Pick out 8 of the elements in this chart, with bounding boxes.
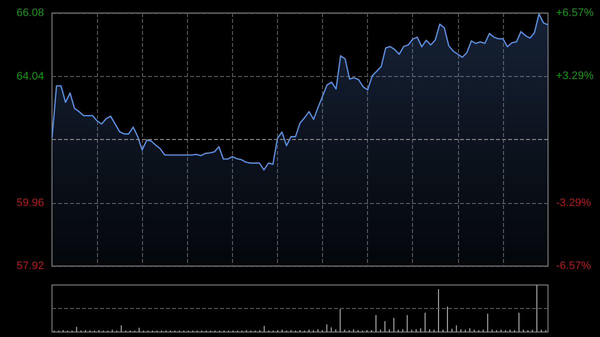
y-tick-label: 64.04 bbox=[16, 70, 44, 82]
y-tick-label: 59.96 bbox=[16, 196, 44, 209]
y-tick-label: 66.08 bbox=[16, 7, 44, 19]
y2-tick-label: -6.57% bbox=[556, 260, 592, 272]
y-tick-label: 57.92 bbox=[16, 260, 44, 272]
y2-tick-label: +3.29% bbox=[556, 70, 594, 82]
y2-tick-label: +6.57% bbox=[556, 7, 594, 19]
y2-tick-label: -3.29% bbox=[556, 196, 592, 209]
